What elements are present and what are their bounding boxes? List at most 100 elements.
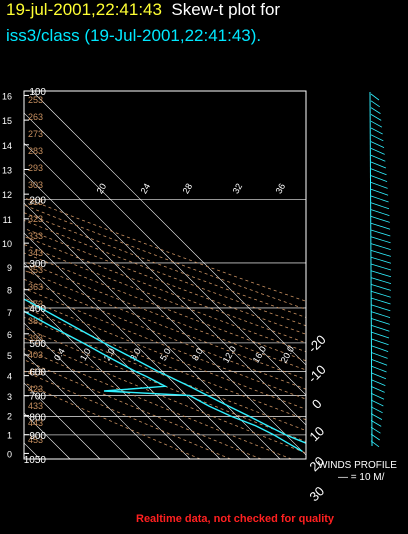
title-date-time: 19-jul-2001,22:41:43 xyxy=(6,0,162,19)
dry-adiabat-label: 453 xyxy=(28,435,43,445)
height-tick-label: 5 xyxy=(7,351,12,361)
height-tick-label: 9 xyxy=(7,263,12,273)
wind-barb xyxy=(370,161,387,169)
winds-profile-label: WINDS PROFILE xyxy=(318,460,397,471)
wind-barb xyxy=(370,365,387,373)
mixing-ratio-label: 0.4 xyxy=(52,347,67,363)
height-tick-label: 2 xyxy=(7,411,12,421)
dry-adiabat-line xyxy=(24,297,306,410)
wind-barb xyxy=(370,352,388,359)
isotherm-line xyxy=(24,202,281,459)
temperature-right-label: -20 xyxy=(305,332,329,356)
height-tick-label: 13 xyxy=(2,165,12,175)
height-tick-label: 6 xyxy=(7,330,12,340)
wind-barb xyxy=(370,304,391,312)
dry-adiabat-label: 403 xyxy=(28,350,43,360)
dry-adiabat-line xyxy=(24,348,292,459)
wind-barb xyxy=(370,256,392,264)
wind-barb xyxy=(370,426,381,434)
pressure-tick-label: 400 xyxy=(29,304,46,315)
wind-barb xyxy=(370,141,385,148)
temperature-right-label: 0 xyxy=(309,396,325,412)
dry-adiabat-label: 313 xyxy=(28,197,43,207)
chart-title: 19-jul-2001,22:41:43 Skew-t plot for xyxy=(6,0,280,20)
wind-barb xyxy=(370,345,389,352)
height-tick-label: 0 xyxy=(7,449,12,459)
dry-adiabat-line xyxy=(24,197,306,302)
winds-profile-scale: — = 10 M/ xyxy=(338,472,385,483)
wind-barb xyxy=(370,399,384,407)
dry-adiabat-label: 443 xyxy=(28,418,43,428)
dry-adiabat-line xyxy=(24,212,306,318)
wind-barb xyxy=(370,420,382,427)
wind-barb xyxy=(370,154,386,162)
isotherm-line xyxy=(24,352,131,459)
pressure-tick-label: 100 xyxy=(29,87,46,98)
sounding-line-1 xyxy=(24,298,306,444)
height-tick-label: 10 xyxy=(2,239,12,249)
wind-barb xyxy=(370,229,391,237)
dry-adiabat-line xyxy=(24,327,306,443)
dry-adiabat-label: 323 xyxy=(28,214,43,224)
isotherm-line xyxy=(24,232,251,459)
pressure-tick-label: 600 xyxy=(29,367,46,378)
height-tick-label: 4 xyxy=(7,372,12,382)
wind-barb xyxy=(370,358,388,366)
temperature-right-label: -10 xyxy=(305,362,329,386)
isotherm-line xyxy=(31,91,306,366)
pressure-tick-label: 300 xyxy=(29,259,46,270)
isotherm-line xyxy=(24,322,161,459)
mixing-ratio-label: 28 xyxy=(181,182,195,196)
mixing-ratio-label: 24 xyxy=(139,182,153,196)
wind-barb xyxy=(370,277,392,284)
wind-barb xyxy=(370,120,383,128)
wind-barb xyxy=(370,93,380,101)
dry-adiabat-line xyxy=(24,307,306,421)
dry-adiabat-line xyxy=(24,261,306,371)
dry-adiabat-line xyxy=(24,235,306,344)
isotherm-line xyxy=(24,382,101,459)
wind-barb xyxy=(370,413,383,420)
wind-barb xyxy=(370,188,389,196)
dry-adiabat-label: 353 xyxy=(28,265,43,275)
dry-adiabat-label: 273 xyxy=(28,129,43,139)
dry-adiabat-label: 393 xyxy=(28,333,43,343)
wind-barb xyxy=(370,222,391,230)
wind-barb xyxy=(370,182,388,189)
isotherm-line xyxy=(24,292,191,459)
plot-frame xyxy=(23,90,307,460)
height-tick-label: 8 xyxy=(7,286,12,296)
pressure-tick-label: 1050 xyxy=(24,455,47,466)
wind-barb xyxy=(370,406,383,414)
mixing-ratio-label: 36 xyxy=(274,182,288,196)
title-plot-type: Skew-t plot for xyxy=(171,0,281,19)
wind-barb xyxy=(370,270,392,278)
dry-adiabat-line xyxy=(24,337,306,454)
sounding-line-2 xyxy=(24,310,303,453)
wind-barb xyxy=(370,379,386,386)
height-tick-label: 15 xyxy=(2,116,12,126)
wind-barb xyxy=(370,250,391,257)
dry-adiabat-line xyxy=(24,359,262,459)
dry-adiabat-label: 423 xyxy=(28,384,43,394)
mixing-ratio-label: 32 xyxy=(231,182,245,196)
wind-barb xyxy=(370,318,390,325)
temperature-right-label: 10 xyxy=(306,423,327,444)
isotherm-line xyxy=(24,172,306,456)
wind-barb xyxy=(370,290,391,298)
sounding-profiles xyxy=(24,298,306,453)
mixing-ratio-label: 5.0 xyxy=(158,347,173,363)
dry-adiabat-label: 363 xyxy=(28,282,43,292)
pressure-tick-label: 700 xyxy=(29,392,46,403)
wind-barb xyxy=(370,372,387,380)
wind-barb xyxy=(370,263,392,271)
temperature-right-label: 30 xyxy=(306,483,327,504)
chart-grid: 253 263 273 283 293 303 313 323 333 343 353 363 373 3… xyxy=(24,91,306,459)
wind-barb xyxy=(370,134,384,142)
wind-barb xyxy=(370,168,387,176)
dry-adiabat-label: 303 xyxy=(28,180,43,190)
wind-barb xyxy=(370,433,380,441)
isotherm-line xyxy=(24,142,306,426)
pressure-tick-label: 900 xyxy=(29,431,46,442)
